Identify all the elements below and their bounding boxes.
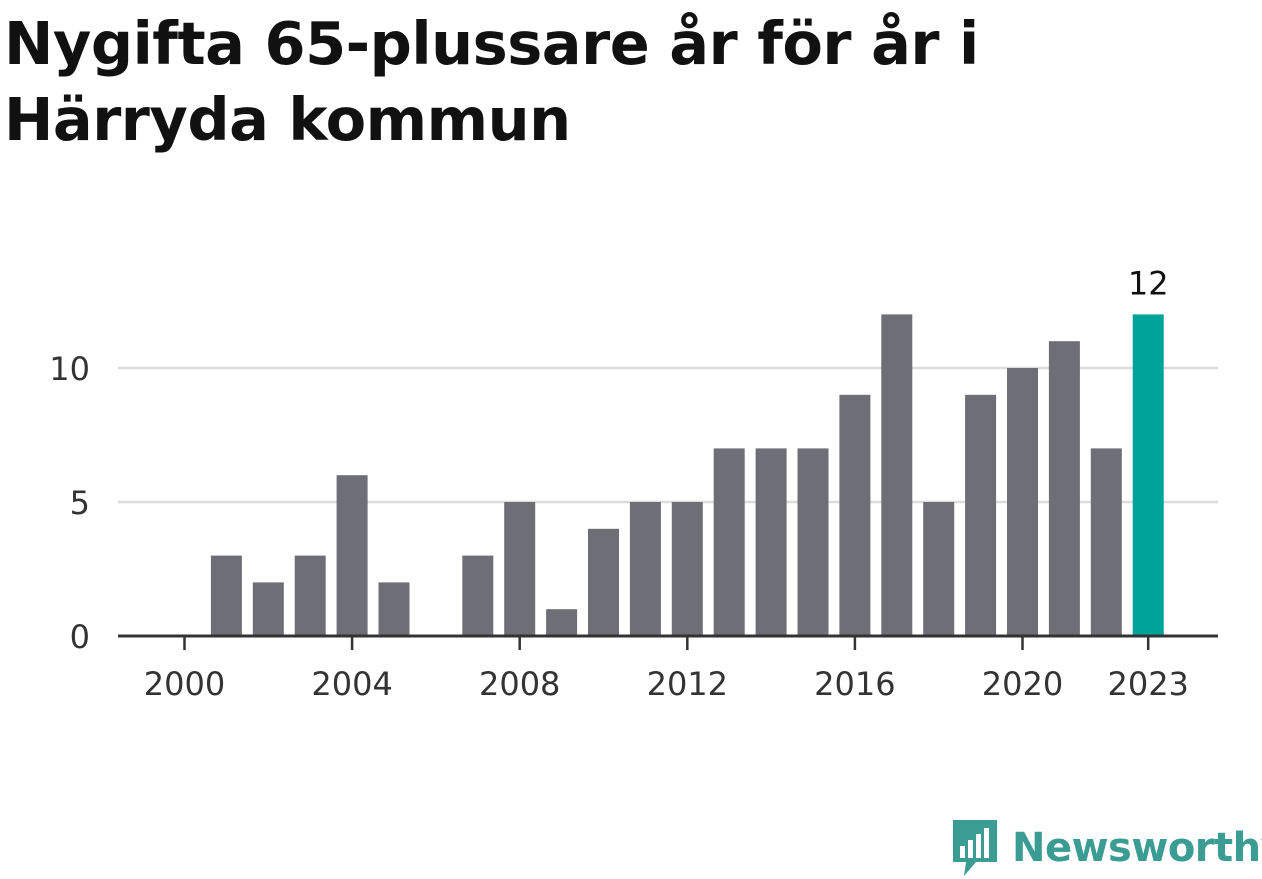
bar — [210, 555, 242, 636]
y-tick-label: 5 — [70, 484, 90, 522]
brand-name: Newsworthy — [1012, 825, 1262, 871]
brand-logo: Newsworthy — [950, 818, 1262, 878]
y-tick-label: 0 — [70, 618, 90, 656]
bar — [965, 394, 997, 636]
y-tick-label: 10 — [49, 350, 90, 388]
bar — [755, 448, 787, 636]
x-tick-label: 2000 — [144, 665, 225, 703]
bar — [1007, 368, 1038, 636]
bar — [378, 582, 410, 636]
bar — [671, 502, 703, 636]
bar — [588, 528, 619, 636]
bar — [462, 555, 494, 636]
x-tick-label: 2020 — [982, 665, 1063, 703]
bar — [336, 475, 368, 636]
bar — [1090, 448, 1122, 636]
bar — [1048, 341, 1080, 636]
chart-title: Nygifta 65-plussare år för år i Härryda … — [4, 9, 979, 154]
bar — [797, 448, 829, 636]
bar — [881, 314, 913, 636]
x-tick-label: 2023 — [1107, 665, 1188, 703]
x-tick-label: 2012 — [647, 665, 728, 703]
bar — [252, 582, 284, 636]
data-label: 12 — [1128, 264, 1169, 302]
bar — [294, 555, 326, 636]
bar — [629, 502, 661, 636]
bar — [546, 609, 578, 636]
bar — [504, 502, 536, 636]
bar — [839, 394, 871, 636]
bar — [923, 502, 955, 636]
x-tick-label: 2004 — [311, 665, 392, 703]
bar — [713, 448, 745, 636]
x-tick-label: 2008 — [479, 665, 560, 703]
x-tick-label: 2016 — [814, 665, 895, 703]
bar-highlight — [1132, 314, 1164, 636]
newsworthy-chart-bubble-icon — [953, 820, 997, 876]
